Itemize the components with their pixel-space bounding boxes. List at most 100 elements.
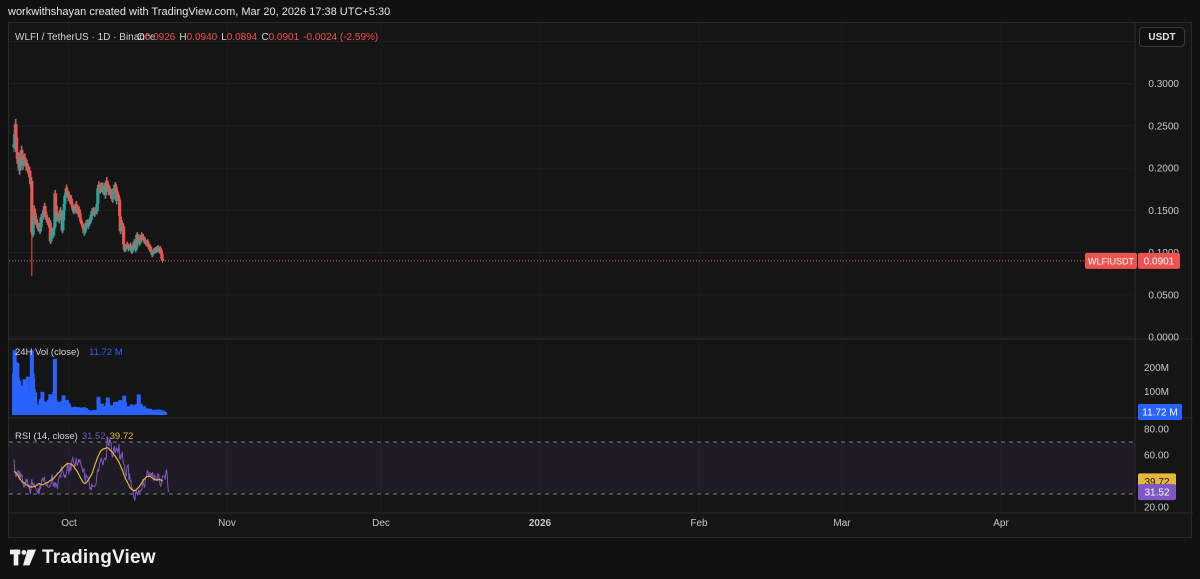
candle-body	[151, 253, 155, 256]
candle-body	[83, 231, 87, 234]
rsi-tick-label: 80.00	[1144, 424, 1169, 435]
currency-unit-button[interactable]: USDT	[1139, 27, 1185, 47]
candle-body	[129, 244, 133, 248]
top-bar: workwithshayan created with TradingView.…	[0, 0, 1200, 22]
legend-change: -0.0024 (-2.59%)	[303, 32, 378, 43]
time-tick-label: Nov	[218, 518, 236, 529]
candle-body	[59, 210, 63, 217]
candle-body	[34, 218, 39, 225]
last-price-tag: 0.0901	[1144, 256, 1175, 267]
candle-body	[42, 211, 46, 216]
candle-body	[79, 221, 83, 223]
candle-body	[116, 195, 120, 198]
candle-body	[120, 223, 124, 229]
candle-body	[75, 204, 79, 208]
rsi-band-fill	[9, 441, 1135, 495]
candle-body	[38, 227, 43, 232]
candle-body	[15, 137, 19, 153]
candle-body	[69, 198, 74, 204]
price-tick-label: 0.1500	[1148, 206, 1179, 217]
candle-body	[87, 220, 91, 224]
candle-body	[140, 234, 144, 238]
chart-frame[interactable]: 0.35000.30000.25000.20000.15000.10000.05…	[8, 22, 1193, 539]
rsi-tick-label: 60.00	[1144, 450, 1169, 461]
candle-body	[104, 185, 108, 196]
candle-body	[61, 210, 66, 221]
candle-body	[149, 250, 153, 253]
time-tick-label: Mar	[833, 518, 851, 529]
candle-body	[52, 228, 56, 236]
time-tick-label: Apr	[993, 518, 1009, 529]
candle-body	[117, 197, 121, 201]
candle-body	[151, 250, 155, 254]
candle-body	[116, 193, 120, 196]
candle-body	[96, 188, 100, 204]
candle-body	[160, 253, 164, 259]
candle-body	[65, 188, 69, 191]
volume-legend-name[interactable]: 24H Vol (close)	[15, 347, 79, 358]
tradingview-logo[interactable]: TradingView	[10, 547, 156, 569]
volume-tag: 11.72 M	[1142, 408, 1177, 419]
candle-body	[80, 223, 84, 224]
candle-body	[31, 221, 35, 235]
chart-canvas[interactable]: 0.35000.30000.25000.20000.15000.10000.05…	[9, 23, 1193, 539]
volume-tick-label: 100M	[1144, 387, 1169, 398]
candle-body	[105, 180, 109, 185]
candle-body	[143, 239, 147, 244]
candle-body	[33, 212, 37, 221]
price-tick-label: 0.0000	[1148, 333, 1179, 344]
rsi-tick-label: 20.00	[1144, 503, 1169, 514]
candle-body	[53, 193, 58, 207]
candle-body	[43, 206, 47, 213]
tradingview-logo-icon	[10, 549, 36, 566]
candle-body	[87, 223, 91, 227]
rsi-legend[interactable]: RSI (14, close) 31.52 39.72	[15, 431, 133, 442]
time-tick-label: Dec	[372, 518, 390, 529]
candle-body	[112, 188, 116, 194]
candle-body	[106, 184, 110, 187]
candle-body	[14, 124, 18, 138]
candle-body	[146, 241, 150, 245]
candle-body	[12, 144, 16, 148]
candle-body	[111, 193, 115, 200]
candle-body	[18, 163, 22, 171]
rsi-ma-tag: 39.72	[1144, 477, 1169, 488]
candle-body	[81, 227, 85, 229]
rsi-tag: 31.52	[1144, 488, 1169, 499]
candle-body	[71, 205, 75, 210]
brand-name: TradingView	[42, 547, 156, 568]
legend-symbol[interactable]: WLFI / TetherUS · 1D · Binance	[15, 32, 156, 43]
volume-bar	[163, 412, 168, 415]
attribution-text: workwithshayan created with TradingView.…	[8, 6, 391, 18]
volume-bar	[52, 358, 57, 415]
rsi-legend-rsi: 31.52	[82, 431, 106, 442]
candle-body	[13, 134, 17, 145]
candle-body	[61, 220, 65, 231]
time-tick-label: Oct	[61, 518, 77, 529]
candle-body	[133, 241, 137, 247]
candlesticks	[9, 118, 1135, 277]
candle-body	[88, 219, 93, 222]
candle-body	[40, 213, 44, 220]
candle-body	[130, 250, 134, 252]
legend-h-label: H	[179, 32, 186, 43]
candle-body	[65, 190, 70, 195]
candle-body	[39, 217, 43, 228]
candle-body	[131, 245, 135, 251]
candle-body	[78, 212, 82, 218]
candle-body	[77, 209, 81, 213]
candle-body	[48, 223, 52, 242]
candle-body	[147, 244, 151, 248]
candle-body	[125, 244, 130, 246]
candle-body	[81, 223, 85, 228]
price-tick-label: 0.3000	[1148, 79, 1179, 90]
candle-body	[141, 236, 146, 240]
candle-body	[70, 203, 74, 206]
rsi-lines	[13, 436, 169, 501]
rsi-ma-line	[13, 447, 164, 492]
symbol-tag-bg	[1085, 252, 1137, 269]
legend-o-value: 0.0926	[145, 32, 176, 43]
candle-body	[138, 237, 142, 244]
candle-body	[159, 250, 163, 254]
